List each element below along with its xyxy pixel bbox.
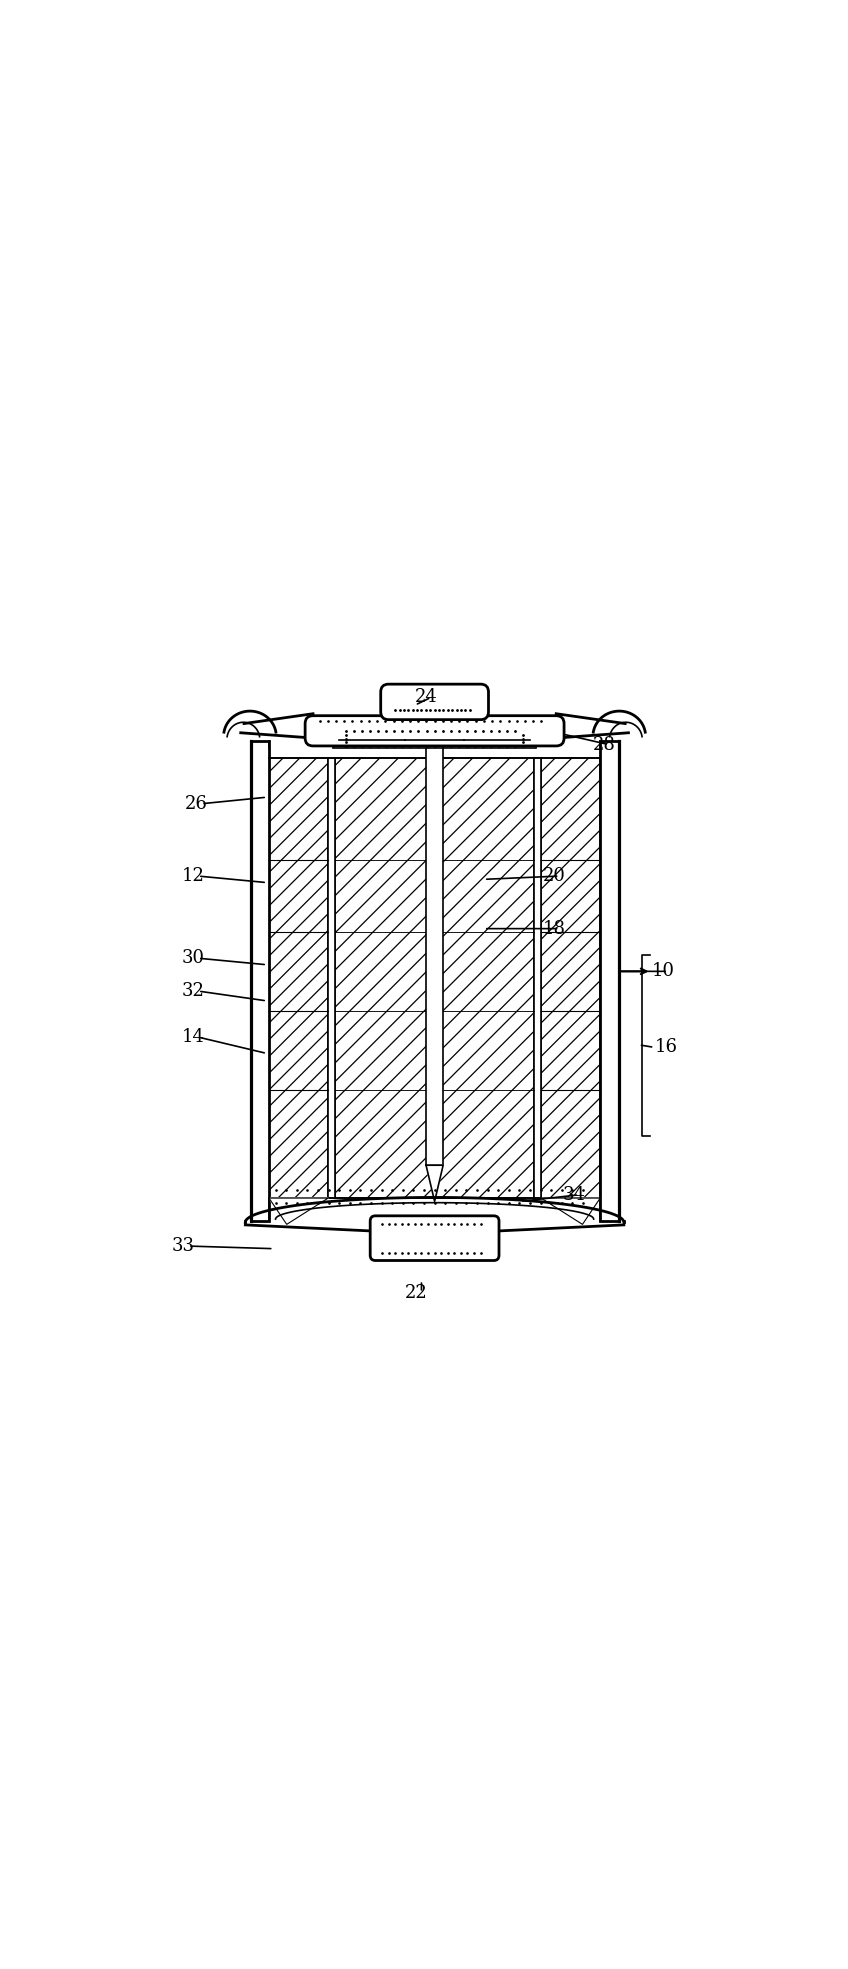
Bar bbox=[332, 738, 537, 748]
Bar bbox=[541, 758, 600, 1197]
FancyBboxPatch shape bbox=[305, 715, 564, 746]
Bar bbox=[269, 758, 328, 1197]
Polygon shape bbox=[541, 1197, 600, 1225]
Text: 14: 14 bbox=[181, 1028, 204, 1046]
Text: 18: 18 bbox=[543, 920, 566, 937]
Text: 34: 34 bbox=[563, 1185, 586, 1203]
Bar bbox=[335, 758, 534, 1197]
Polygon shape bbox=[426, 1166, 444, 1201]
Text: 30: 30 bbox=[181, 949, 204, 967]
Bar bbox=[534, 758, 541, 1197]
Text: 12: 12 bbox=[181, 866, 204, 884]
Text: 26: 26 bbox=[185, 795, 208, 813]
Bar bbox=[251, 740, 269, 1221]
Text: 28: 28 bbox=[592, 736, 615, 754]
Text: 32: 32 bbox=[181, 983, 204, 1000]
Text: 20: 20 bbox=[543, 866, 566, 884]
Bar bbox=[426, 730, 444, 1166]
Bar bbox=[328, 758, 335, 1197]
Text: 10: 10 bbox=[651, 963, 674, 981]
Text: 22: 22 bbox=[405, 1284, 427, 1302]
Text: 24: 24 bbox=[415, 689, 438, 707]
Bar bbox=[600, 740, 619, 1221]
Text: 33: 33 bbox=[171, 1237, 195, 1254]
FancyBboxPatch shape bbox=[371, 1215, 499, 1260]
Text: 16: 16 bbox=[655, 1038, 678, 1055]
FancyBboxPatch shape bbox=[381, 683, 488, 719]
Polygon shape bbox=[269, 1197, 328, 1225]
